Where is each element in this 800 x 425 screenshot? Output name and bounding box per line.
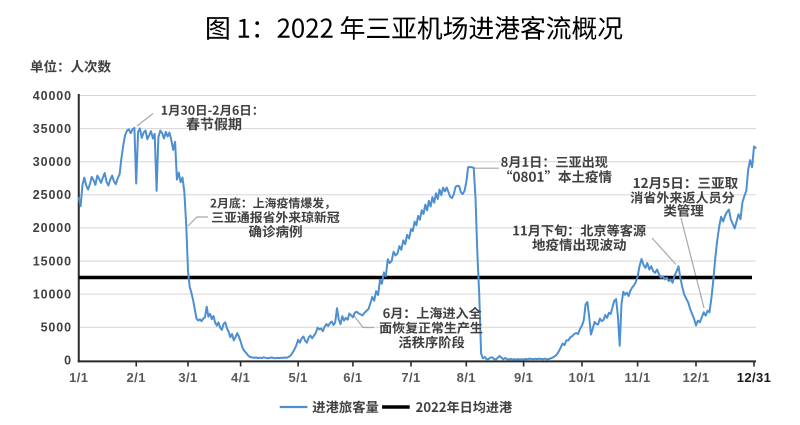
svg-text:4/1: 4/1 — [231, 370, 250, 385]
svg-text:8/1: 8/1 — [457, 370, 476, 385]
svg-text:25000: 25000 — [33, 188, 72, 202]
svg-text:9/1: 9/1 — [514, 370, 533, 385]
svg-text:30000: 30000 — [33, 155, 72, 169]
svg-text:0: 0 — [64, 354, 72, 368]
svg-text:5000: 5000 — [41, 321, 72, 335]
svg-text:12/31: 12/31 — [737, 370, 772, 385]
svg-text:1/1: 1/1 — [69, 370, 88, 385]
svg-text:7/1: 7/1 — [401, 370, 420, 385]
svg-text:10/1: 10/1 — [569, 370, 596, 385]
svg-text:2/1: 2/1 — [127, 370, 146, 385]
svg-text:12/1: 12/1 — [683, 370, 710, 385]
svg-text:11/1: 11/1 — [625, 370, 651, 385]
svg-text:20000: 20000 — [33, 221, 72, 235]
svg-text:15000: 15000 — [33, 254, 72, 268]
svg-text:35000: 35000 — [33, 122, 72, 136]
svg-text:6/1: 6/1 — [343, 370, 362, 385]
svg-text:10000: 10000 — [33, 287, 72, 301]
svg-text:3/1: 3/1 — [178, 370, 197, 385]
svg-text:40000: 40000 — [33, 89, 72, 103]
svg-text:5/1: 5/1 — [288, 370, 307, 385]
